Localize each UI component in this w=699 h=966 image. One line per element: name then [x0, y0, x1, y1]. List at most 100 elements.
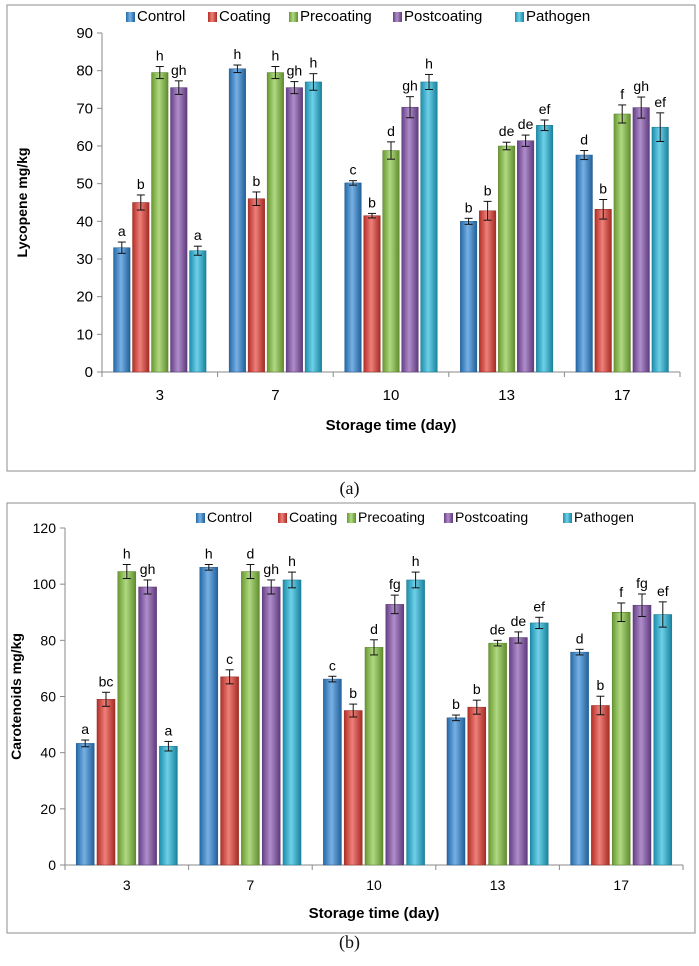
- significance-letter: gh: [633, 78, 649, 94]
- bar-control: [570, 651, 589, 866]
- bar-precoating: [117, 571, 137, 866]
- significance-letter: ef: [533, 598, 545, 614]
- legend-swatch-precoating: [289, 12, 298, 22]
- panel-label-b: (b): [339, 932, 360, 952]
- x-axis-title: Storage time (day): [309, 905, 440, 922]
- bar-postcoating: [385, 604, 405, 866]
- y-tick-label: 60: [40, 689, 56, 705]
- significance-letter: b: [452, 696, 460, 712]
- significance-letter: gh: [263, 561, 279, 577]
- significance-letter: ef: [654, 94, 666, 110]
- x-axis-title: Storage time (day): [326, 417, 457, 434]
- significance-letter: h: [156, 48, 164, 64]
- legend-label-precoating: Precoating: [300, 8, 372, 25]
- legend-swatch-coating: [208, 12, 217, 22]
- bar-control: [575, 154, 593, 373]
- y-tick-label: 90: [76, 25, 93, 42]
- bar-coating: [467, 706, 487, 866]
- y-tick-label: 60: [76, 138, 93, 155]
- y-tick-label: 30: [76, 251, 93, 268]
- bar-pathogen: [282, 579, 302, 866]
- bar-pathogen: [189, 250, 207, 373]
- bar-postcoating: [632, 604, 652, 866]
- y-tick-label: 100: [33, 576, 57, 592]
- bar-postcoating: [401, 106, 419, 373]
- bar-pathogen: [529, 622, 549, 866]
- x-tick-label: 13: [490, 877, 506, 893]
- legend-label-coating: Coating: [219, 8, 271, 25]
- y-tick-label: 0: [85, 364, 93, 381]
- bar-pathogen: [536, 125, 554, 373]
- bar-precoating: [488, 642, 507, 866]
- bar-control: [228, 68, 246, 373]
- significance-letter: ef: [657, 583, 669, 599]
- bar-control: [344, 182, 362, 373]
- bar-coating: [247, 198, 265, 373]
- y-tick-label: 70: [76, 100, 93, 117]
- significance-letter: b: [137, 176, 145, 192]
- bar-coating: [132, 202, 150, 373]
- legend-label-control: Control: [137, 8, 185, 25]
- legend-label-postcoating: Postcoating: [404, 8, 482, 25]
- significance-letter: b: [484, 182, 492, 198]
- legend-swatch-postcoating: [444, 513, 453, 523]
- significance-letter: de: [518, 116, 534, 132]
- significance-letter: a: [118, 223, 126, 239]
- bar-control: [113, 247, 131, 373]
- y-tick-label: 80: [76, 63, 93, 80]
- significance-letter: b: [253, 173, 261, 189]
- y-axis-title: Carotenoids mg/kg: [8, 633, 24, 760]
- bar-postcoating: [517, 140, 535, 373]
- x-tick-label: 17: [614, 387, 631, 404]
- panel-label-a: (a): [339, 478, 360, 498]
- significance-letter: a: [165, 722, 173, 738]
- bar-precoating: [382, 150, 400, 373]
- significance-letter: gh: [402, 78, 418, 94]
- significance-letter: a: [81, 721, 89, 737]
- y-tick-label: 50: [76, 176, 93, 193]
- significance-letter: d: [580, 132, 588, 148]
- bar-precoating: [613, 113, 631, 373]
- significance-letter: d: [247, 546, 255, 562]
- bar-precoating: [498, 145, 516, 373]
- bar-postcoating: [138, 586, 157, 866]
- bar-coating: [96, 699, 116, 866]
- significance-letter: de: [511, 613, 527, 629]
- y-tick-label: 40: [76, 213, 93, 230]
- significance-letter: d: [370, 621, 378, 637]
- significance-letter: ef: [539, 101, 551, 117]
- x-tick-label: 10: [383, 387, 400, 404]
- significance-letter: gh: [287, 63, 303, 79]
- significance-letter: c: [350, 162, 357, 178]
- bar-pathogen: [420, 81, 438, 373]
- bar-postcoating: [261, 586, 281, 866]
- bar-coating: [594, 209, 612, 373]
- y-tick-label: 20: [40, 801, 56, 817]
- legend-swatch-precoating: [347, 513, 356, 523]
- significance-letter: h: [425, 55, 433, 71]
- significance-letter: h: [288, 553, 296, 569]
- significance-letter: h: [272, 48, 280, 64]
- significance-letter: f: [619, 584, 623, 600]
- significance-letter: h: [310, 55, 318, 71]
- bar-precoating: [266, 72, 284, 373]
- x-tick-label: 7: [247, 877, 255, 893]
- y-tick-label: 80: [40, 632, 56, 648]
- significance-letter: b: [597, 677, 605, 693]
- legend-label-control: Control: [207, 509, 252, 525]
- y-axis-title: Lycopene mg/kg: [14, 148, 30, 258]
- bar-pathogen: [651, 126, 669, 373]
- legend-label-coating: Coating: [289, 509, 337, 525]
- significance-letter: gh: [140, 561, 156, 577]
- legend-swatch-control: [126, 12, 135, 22]
- significance-letter: b: [349, 685, 357, 701]
- bar-pathogen: [406, 579, 425, 866]
- bar-precoating: [151, 72, 169, 373]
- bar-pathogen: [159, 745, 178, 866]
- significance-letter: f: [620, 86, 624, 102]
- bar-coating: [220, 676, 239, 866]
- significance-letter: b: [465, 199, 473, 215]
- bar-postcoating: [632, 107, 650, 373]
